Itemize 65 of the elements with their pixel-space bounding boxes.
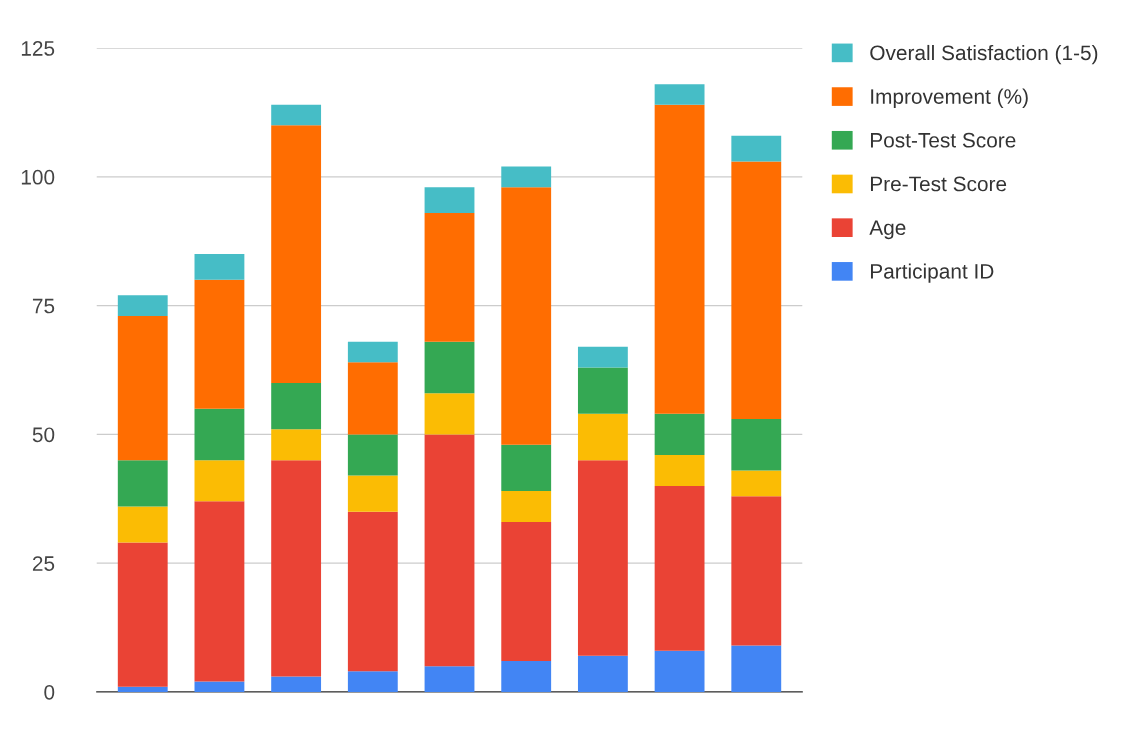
bar (424, 393, 475, 435)
bar (577, 413, 628, 461)
bar (117, 315, 168, 461)
legend-label: Pre-Test Score (871, 176, 1007, 192)
y-tick-label: 75 (32, 298, 55, 314)
bar (271, 676, 322, 692)
bar (731, 496, 782, 646)
y-tick-label: 100 (21, 169, 55, 185)
bar (347, 362, 398, 435)
bar (654, 454, 705, 486)
bar (194, 501, 245, 682)
bar (501, 444, 552, 492)
bar (194, 460, 245, 502)
bar (654, 84, 705, 105)
bar (731, 470, 782, 497)
bar (501, 491, 552, 522)
bar (501, 187, 552, 445)
y-tick-label: 125 (21, 41, 55, 56)
bar (501, 521, 552, 661)
bar (731, 135, 782, 162)
bar (424, 212, 475, 342)
bar (117, 686, 168, 692)
legend-label: Overall Satisfaction (1-5) (870, 44, 1098, 65)
bar (117, 460, 168, 507)
bar (117, 295, 168, 316)
bar (347, 475, 398, 512)
legend-label: Age (869, 220, 906, 240)
bar (424, 341, 475, 394)
y-tick-label: 25 (32, 556, 55, 571)
bar (117, 542, 168, 687)
bar (577, 655, 628, 692)
bar (501, 661, 552, 692)
y-tick-label: 50 (32, 427, 55, 443)
bar (347, 434, 398, 476)
bar (271, 429, 322, 461)
bar (194, 408, 245, 461)
bar (577, 460, 628, 656)
bar (194, 279, 245, 409)
bar (731, 161, 782, 419)
bar (347, 671, 398, 692)
bar (731, 645, 782, 692)
bar (271, 104, 322, 126)
bar (424, 434, 475, 667)
bar (424, 666, 475, 692)
legend-label: Improvement (%) (871, 88, 1028, 109)
bar (501, 166, 552, 188)
bar (194, 681, 245, 692)
bar (731, 418, 782, 471)
bar (577, 346, 628, 368)
bar (194, 254, 245, 280)
bar (347, 511, 398, 672)
bar (577, 367, 628, 414)
bar (424, 187, 475, 213)
legend-label: Participant ID (871, 263, 994, 283)
bar (654, 413, 705, 455)
bar (654, 485, 705, 651)
y-tick-label: 0 (44, 684, 55, 700)
bar (654, 104, 705, 414)
bar (271, 382, 322, 430)
bar (654, 650, 705, 692)
bar (271, 460, 322, 677)
bar (117, 506, 168, 543)
bar (347, 341, 398, 363)
legend-label: Post-Test Score (871, 132, 1016, 148)
bar (271, 125, 322, 383)
